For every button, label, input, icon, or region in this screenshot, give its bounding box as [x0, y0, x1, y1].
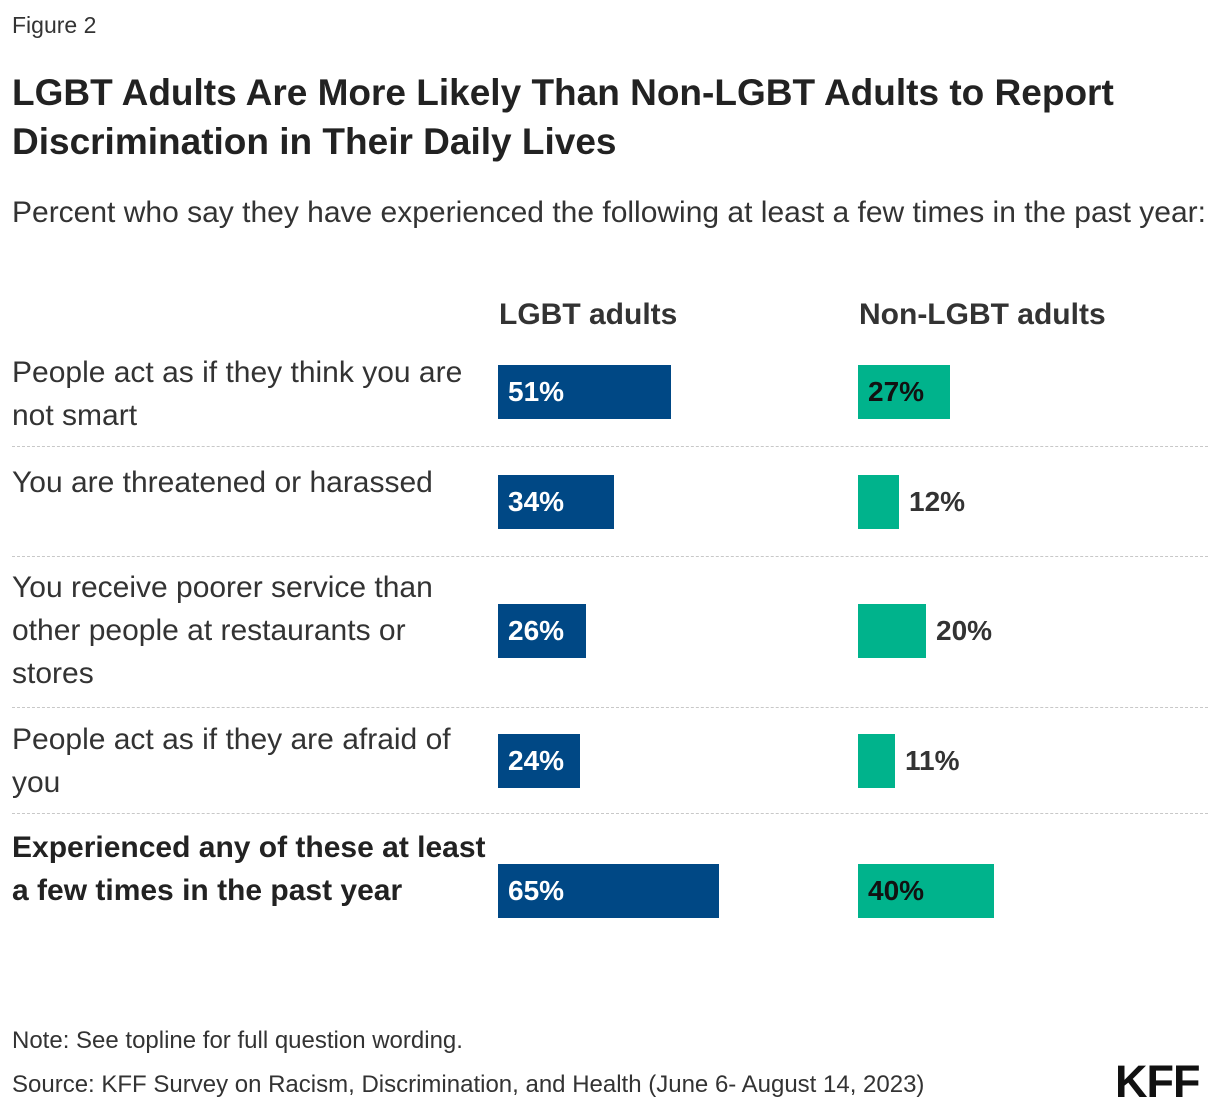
bar-non-lgbt — [858, 864, 994, 918]
bar-lgbt — [498, 734, 580, 788]
chart-row: You are threatened or harassed 34% 12% — [12, 455, 1208, 557]
value-label-non-lgbt: 11% — [905, 745, 960, 776]
chart-row: People act as if they think you are not … — [12, 345, 1208, 447]
bar-non-lgbt — [858, 734, 895, 788]
kff-logo: KFF — [1115, 1056, 1200, 1107]
chart-source: Source: KFF Survey on Racism, Discrimina… — [12, 1071, 925, 1098]
category-label: People act as if they are afraid of you — [12, 723, 451, 799]
chart-row: Experienced any of these at least a few … — [12, 820, 1208, 960]
series-header-non-lgbt: Non-LGBT adults — [859, 298, 1106, 331]
category-label: You are threatened or harassed — [12, 466, 433, 499]
value-label-non-lgbt: 27% — [868, 376, 925, 407]
value-label-non-lgbt: 40% — [868, 875, 925, 906]
value-label-lgbt: 26% — [508, 615, 565, 646]
chart-note: Note: See topline for full question word… — [12, 1027, 463, 1054]
value-label-lgbt: 65% — [508, 875, 565, 906]
category-label: People act as if they think you are not … — [12, 356, 463, 432]
figure-label: Figure 2 — [12, 12, 97, 38]
bar-lgbt — [498, 864, 719, 918]
value-label-lgbt: 51% — [508, 376, 565, 407]
category-label: You receive poorer service than other pe… — [12, 571, 433, 690]
chart-row: You receive poorer service than other pe… — [12, 560, 1208, 708]
value-label-lgbt: 24% — [508, 745, 565, 776]
series-header-lgbt: LGBT adults — [499, 298, 678, 331]
category-label: Experienced any of these at least a few … — [12, 831, 486, 907]
chart-row: People act as if they are afraid of you 2… — [12, 712, 1208, 814]
value-label-non-lgbt: 12% — [909, 486, 966, 517]
bar-lgbt — [498, 604, 586, 658]
bar-non-lgbt — [858, 604, 926, 658]
bar-non-lgbt — [858, 475, 899, 529]
value-label-non-lgbt: 20% — [936, 615, 993, 646]
bar-non-lgbt — [858, 365, 950, 419]
bar-lgbt — [498, 365, 671, 419]
chart-subtitle: Percent who say they have experienced th… — [12, 196, 1206, 229]
bar-lgbt — [498, 475, 614, 529]
value-label-lgbt: 34% — [508, 486, 565, 517]
chart-title: LGBT Adults Are More Likely Than Non-LGB… — [12, 72, 1114, 162]
